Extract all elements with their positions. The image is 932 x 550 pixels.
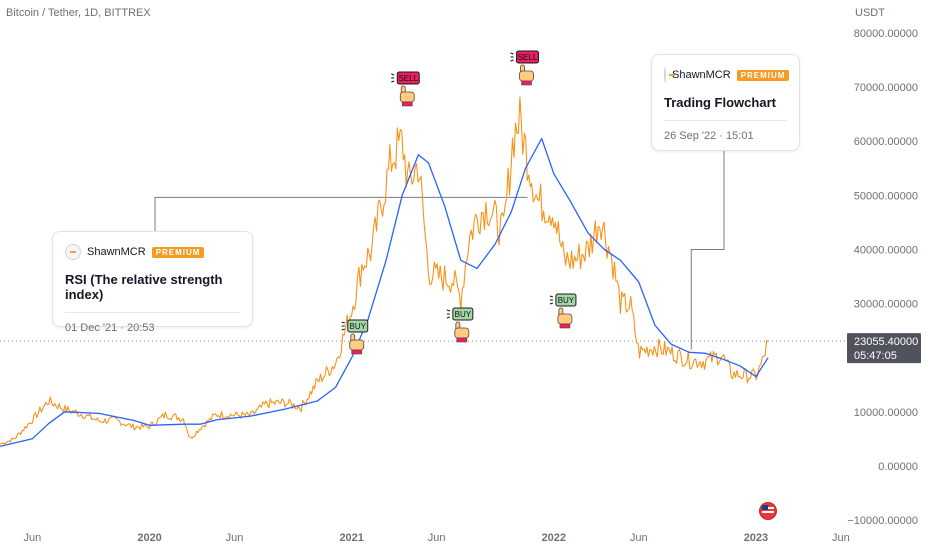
author-name[interactable]: ShawnMCR xyxy=(672,69,731,81)
idea-card-rsi[interactable]: ShawnMCR PREMIUM RSI (The relative stren… xyxy=(52,231,253,334)
x-tick-label: 2023 xyxy=(744,532,768,544)
series-layer xyxy=(0,96,769,448)
last-price-tag[interactable]: 23055.40000 05:47:05 xyxy=(847,333,921,364)
y-tick-label: 70000.00000 xyxy=(854,82,918,94)
axis-unit-label: USDT xyxy=(855,7,885,19)
us-flag-icon[interactable] xyxy=(759,502,777,520)
pointing-hand-icon xyxy=(349,333,365,355)
y-tick-label: 30000.00000 xyxy=(854,299,918,311)
idea-title[interactable]: Trading Flowchart xyxy=(664,95,776,110)
pointing-hand-icon xyxy=(519,64,534,86)
buy-signal-marker[interactable]: BUY xyxy=(549,293,577,329)
idea-connector xyxy=(690,151,725,350)
signal-label: SELL xyxy=(518,53,538,62)
premium-badge: PREMIUM xyxy=(151,246,205,258)
pointing-hand-icon xyxy=(454,321,470,343)
y-tick-label: 50000.00000 xyxy=(854,190,918,202)
x-tick-label: 2022 xyxy=(542,532,566,544)
x-tick-label: Jun xyxy=(226,532,244,544)
divider xyxy=(65,312,240,313)
y-tick-label: 80000.00000 xyxy=(854,28,918,40)
symbol-title: Bitcoin / Tether, 1D, BITTREX xyxy=(6,7,151,19)
avatar xyxy=(65,244,81,260)
pointing-hand-icon xyxy=(399,85,415,107)
y-tick-label: −10000.00000 xyxy=(847,515,918,527)
idea-date: 01 Dec '21 · 20:53 xyxy=(65,322,155,334)
author-name[interactable]: ShawnMCR xyxy=(87,246,146,258)
idea-card-flowchart[interactable]: ShawnMCR PREMIUM Trading Flowchart 26 Se… xyxy=(651,54,800,151)
signal-label: BUY xyxy=(455,310,472,319)
moving-average-line xyxy=(0,137,769,448)
price-series-line xyxy=(0,96,769,445)
x-tick-label: 2021 xyxy=(339,532,363,544)
y-tick-label: 10000.00000 xyxy=(854,407,918,419)
chart-guides xyxy=(0,151,847,350)
author-row: ShawnMCR PREMIUM xyxy=(664,67,790,83)
buy-signal-marker[interactable]: BUY xyxy=(446,307,474,343)
idea-date: 26 Sep '22 · 15:01 xyxy=(664,130,754,142)
idea-connector xyxy=(154,196,528,231)
x-tick-label: Jun xyxy=(428,532,446,544)
bar-countdown: 05:47:05 xyxy=(854,350,897,362)
pointing-hand-icon xyxy=(557,307,573,329)
y-tick-label: 60000.00000 xyxy=(854,136,918,148)
avatar xyxy=(664,67,675,83)
author-row: ShawnMCR PREMIUM xyxy=(65,244,240,260)
x-tick-label: Jun xyxy=(832,532,850,544)
idea-title[interactable]: RSI (The relative strength index) xyxy=(65,272,223,302)
signal-label: SELL xyxy=(398,74,418,83)
x-tick-label: Jun xyxy=(630,532,648,544)
signal-label: BUY xyxy=(350,322,367,331)
sell-signal-marker[interactable]: SELL xyxy=(391,71,420,107)
premium-badge: PREMIUM xyxy=(736,69,790,81)
signal-label: BUY xyxy=(558,296,575,305)
y-tick-label: 40000.00000 xyxy=(854,244,918,256)
y-tick-label: 0.00000 xyxy=(878,461,918,473)
x-tick-label: 2020 xyxy=(137,532,161,544)
divider xyxy=(664,120,787,121)
signal-layer: SELL SELL BUY BUY BUY xyxy=(341,50,577,355)
axis-layer: USDT 80000.00000 70000.00000 60000.00000 500… xyxy=(23,7,921,544)
sell-signal-marker[interactable]: SELL xyxy=(510,50,540,86)
x-tick-label: Jun xyxy=(23,532,41,544)
last-price-value: 23055.40000 xyxy=(854,336,918,348)
buy-signal-marker[interactable]: BUY xyxy=(341,319,369,355)
